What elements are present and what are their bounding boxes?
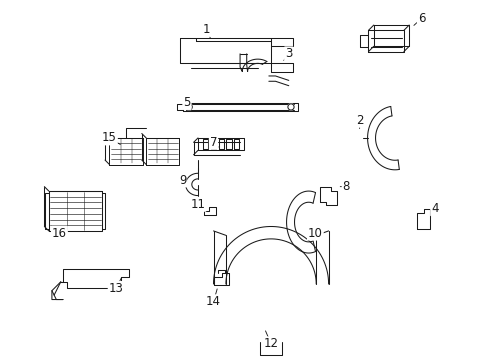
Text: 6: 6: [417, 12, 425, 25]
Polygon shape: [234, 139, 239, 149]
Text: 15: 15: [102, 131, 117, 144]
Polygon shape: [226, 139, 231, 149]
Circle shape: [185, 104, 192, 110]
Polygon shape: [180, 38, 293, 72]
Polygon shape: [213, 273, 228, 285]
Text: 3: 3: [285, 47, 292, 60]
Polygon shape: [182, 103, 297, 111]
Text: 8: 8: [342, 180, 349, 193]
Polygon shape: [218, 139, 224, 149]
Text: 16: 16: [52, 227, 67, 240]
Text: 12: 12: [263, 337, 278, 350]
Polygon shape: [146, 138, 179, 165]
Polygon shape: [109, 138, 142, 165]
Polygon shape: [210, 139, 216, 149]
Polygon shape: [319, 186, 337, 205]
Polygon shape: [286, 191, 315, 253]
Polygon shape: [61, 269, 129, 288]
Polygon shape: [416, 209, 429, 229]
Text: 10: 10: [307, 227, 322, 240]
Polygon shape: [203, 139, 208, 149]
Text: 4: 4: [430, 202, 438, 215]
Text: 2: 2: [355, 114, 363, 127]
Polygon shape: [367, 107, 399, 170]
Text: 1: 1: [203, 23, 210, 36]
Text: 5: 5: [183, 96, 190, 109]
Polygon shape: [185, 173, 198, 195]
Polygon shape: [198, 138, 244, 150]
Polygon shape: [49, 191, 102, 231]
Text: 14: 14: [205, 295, 221, 308]
Circle shape: [287, 104, 293, 110]
Text: 13: 13: [108, 282, 123, 295]
Polygon shape: [203, 207, 215, 215]
Polygon shape: [368, 30, 403, 51]
Polygon shape: [213, 226, 328, 284]
Text: 11: 11: [190, 198, 205, 211]
Text: 7: 7: [209, 136, 217, 149]
Text: 9: 9: [179, 174, 186, 186]
